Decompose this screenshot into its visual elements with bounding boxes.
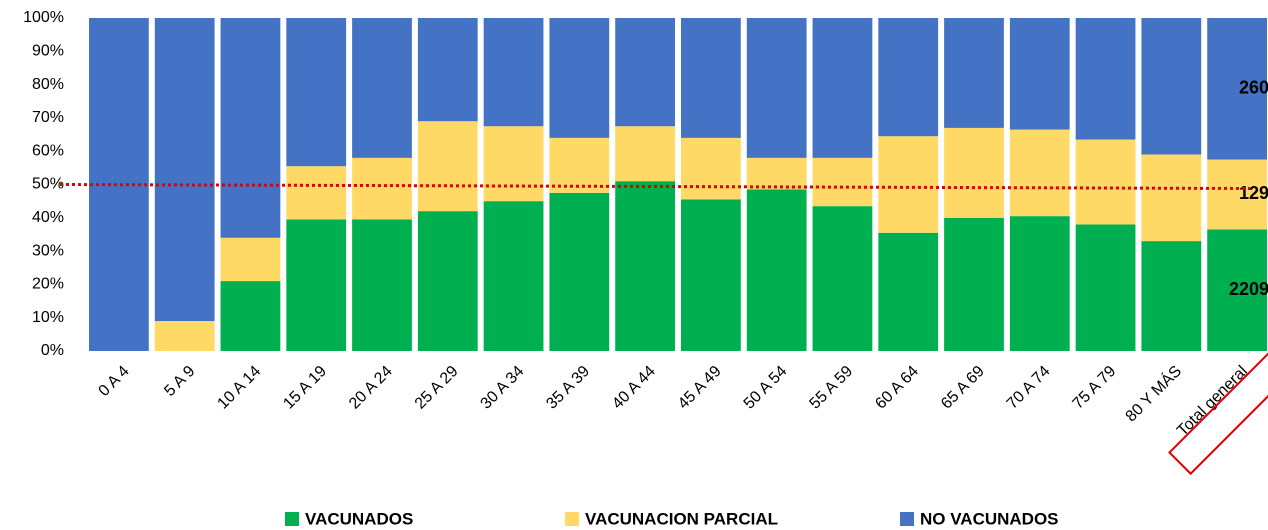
bar-segment [483,126,544,202]
bar-segment [417,18,478,122]
x-tick-label: 30 A 34 [478,363,528,413]
legend-swatch [565,512,579,526]
bar-segment [746,157,807,190]
bar-segment [812,157,873,207]
data-label: 260 [1239,78,1268,98]
y-tick-label: 60% [32,142,64,159]
bar-segment [286,219,347,351]
x-tick-label: 0 A 4 [96,363,133,400]
bar-segment [154,321,215,351]
bar-segment [1009,129,1070,217]
bar-segment [944,18,1004,128]
bar-segment [1141,18,1202,155]
bar-segment [1207,18,1267,160]
bar-segment [615,126,675,182]
legend-swatch [900,512,914,526]
bar-segment [746,189,807,351]
data-label: 2209 [1229,279,1268,299]
bar-segment [549,192,610,351]
bar-segment [1075,139,1136,225]
x-tick-label: 65 A 69 [938,363,988,413]
bar-segment [878,136,939,233]
y-tick-label: 50% [32,176,64,193]
bar-segment [417,121,478,212]
bar-segment [220,18,281,238]
x-tick-label: 25 A 29 [412,363,462,413]
legend-label: VACUNADOS [305,509,413,528]
x-tick-label: 5 A 9 [161,363,198,400]
data-label: 129 [1239,183,1268,203]
y-tick-label: 70% [32,109,64,126]
legend-label: NO VACUNADOS [920,509,1059,528]
bar-segment [681,137,741,200]
x-tick-label: 80 Y MÁS [1121,361,1185,425]
reference-line [59,183,1251,190]
x-tick-label: 75 A 79 [1070,363,1120,413]
x-tick-label: 20 A 24 [346,363,396,413]
x-tick-label: 40 A 44 [609,363,659,413]
bar-segment [944,127,1004,218]
y-tick-label: 80% [32,76,64,93]
bar-segment [352,219,412,351]
bar-segment [812,206,873,351]
bar-segment [417,211,478,351]
y-tick-label: 100% [23,9,64,26]
bar-segment [1075,224,1136,351]
x-tick-label: 50 A 54 [741,363,791,413]
bar-segment [1207,159,1267,230]
y-tick-label: 90% [32,43,64,60]
bar-segment [1141,154,1202,242]
bar-segment [1207,229,1267,351]
x-tick-label: 70 A 74 [1004,363,1054,413]
bar-segment [220,281,281,351]
x-tick-label: 55 A 59 [806,363,856,413]
y-tick-label: 0% [41,342,64,359]
highlight-box [1168,352,1268,476]
x-tick-label: 15 A 19 [280,363,330,413]
bar-segment [286,166,347,220]
legend-label: VACUNACION PARCIAL [585,509,778,528]
bar-segment [812,18,873,158]
bar-segment [681,18,741,138]
bar-segment [549,137,610,193]
bar-segment [746,18,807,158]
x-tick-label: Total general [1174,363,1251,440]
bar-segment [352,18,412,158]
bar-segment [286,18,347,167]
bar-segment [483,18,544,127]
bar-segment [944,217,1004,351]
x-tick-label: 10 A 14 [214,363,264,413]
bar-segment [615,181,675,351]
bar-segment [1075,18,1136,140]
legend-swatch [285,512,299,526]
bar-segment [1141,241,1202,351]
bar-segment [615,18,675,127]
x-tick-label: 60 A 64 [872,363,922,413]
y-tick-label: 10% [32,309,64,326]
bar-segment [154,18,215,322]
bar-segment [878,232,939,351]
bar-segment [1009,18,1070,130]
bar-segment [878,18,939,137]
bar-segment [1009,216,1070,351]
x-tick-label: 35 A 39 [543,363,593,413]
y-tick-label: 20% [32,276,64,293]
bar-segment [483,201,544,351]
bar-segment [220,237,281,282]
bar-segment [549,18,610,138]
bar-segment [681,199,741,351]
x-tick-label: 45 A 49 [675,363,725,413]
y-tick-label: 30% [32,242,64,259]
y-tick-label: 40% [32,209,64,226]
bar-segment [352,157,412,220]
